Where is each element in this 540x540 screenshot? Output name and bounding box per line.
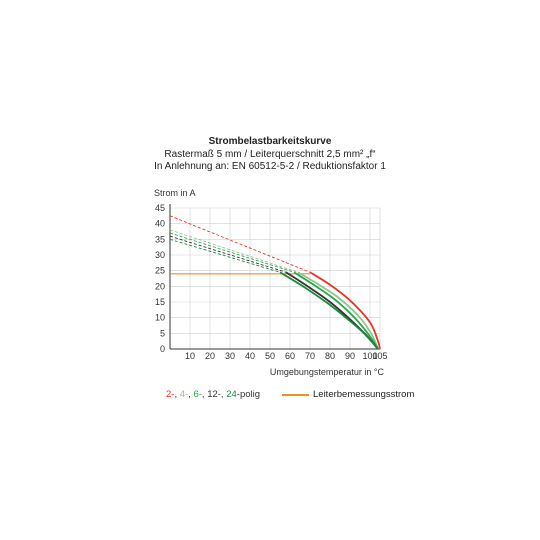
series-curve-1 xyxy=(309,271,381,350)
series-curve-3 xyxy=(293,271,379,350)
y-tick-label: 45 xyxy=(155,203,165,213)
x-tick-label: 50 xyxy=(265,351,275,361)
y-tick-label: 35 xyxy=(155,234,165,244)
y-tick-label: 10 xyxy=(155,313,165,323)
x-tick-label: 60 xyxy=(285,351,295,361)
series-dashed-3 xyxy=(169,232,295,273)
chart-subtitle-1: Rastermaß 5 mm / Leiterquerschnitt 2,5 m… xyxy=(164,148,376,160)
y-axis-label: Strom in A xyxy=(154,188,196,198)
x-axis-label: Umgebungstemperatur in °C xyxy=(270,367,385,377)
x-tick-label: 40 xyxy=(245,351,255,361)
series-dashed-5 xyxy=(169,238,281,273)
y-tick-label: 30 xyxy=(155,250,165,260)
x-tick-label: 105 xyxy=(372,351,387,361)
x-tick-label: 70 xyxy=(305,351,315,361)
series-dashed-4 xyxy=(169,235,287,273)
x-tick-label: 10 xyxy=(185,351,195,361)
y-tick-label: 25 xyxy=(155,266,165,276)
y-tick-label: 0 xyxy=(160,344,165,354)
chart-title: Strombelastbarkeitskurve xyxy=(208,136,332,147)
x-tick-label: 30 xyxy=(225,351,235,361)
chart-titles: Strombelastbarkeitskurve Rastermaß 5 mm … xyxy=(0,136,540,174)
series-dashed-2 xyxy=(169,229,299,273)
y-tick-label: 15 xyxy=(155,297,165,307)
x-tick-label: 100 xyxy=(362,351,377,361)
x-tick-label: 90 xyxy=(345,351,355,361)
series-curve-2 xyxy=(297,271,379,350)
x-tick-label: 20 xyxy=(205,351,215,361)
chart-subtitle-2: In Anlehnung an: EN 60512-5-2 / Reduktio… xyxy=(154,161,386,172)
y-tick-label: 20 xyxy=(155,281,165,291)
series-dashed-1 xyxy=(169,215,311,273)
y-tick-label: 40 xyxy=(155,219,165,229)
y-tick-label: 5 xyxy=(160,328,165,338)
series-curve-5 xyxy=(279,271,379,350)
x-tick-label: 80 xyxy=(325,351,335,361)
